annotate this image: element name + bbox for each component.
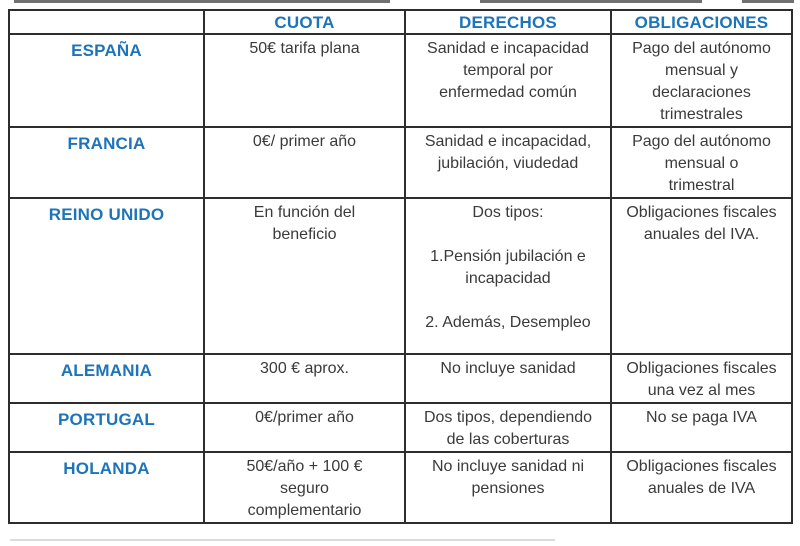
derechos-cell: Sanidad e incapacidad, jubilación, viude… (404, 126, 612, 199)
cuota-cell: 50€ tarifa plana (203, 33, 406, 128)
obligaciones-cell: Pago del autónomo mensual y declaracione… (610, 33, 793, 128)
cuota-cell: 0€/ primer año (203, 126, 406, 199)
header-empty (8, 9, 205, 35)
obligaciones-cell: Pago del autónomo mensual o trimestral (610, 126, 793, 199)
scan-smudge-artifact (10, 539, 555, 541)
cuota-cell: 300 € aprox. (203, 353, 406, 404)
derechos-cell: No incluye sanidad ni pensiones (404, 451, 612, 524)
table-row-portugal: PORTUGAL 0€/primer año Dos tipos, depend… (8, 402, 793, 453)
derechos-cell: No incluye sanidad (404, 353, 612, 404)
obligaciones-cell: No se paga IVA (610, 402, 793, 453)
country-comparison-table: CUOTA DERECHOS OBLIGACIONES ESPAÑA 50€ t… (8, 9, 793, 524)
country-label: HOLANDA (8, 451, 205, 524)
obligaciones-cell: Obligaciones fiscales anuales del IVA. (610, 197, 793, 355)
country-label: FRANCIA (8, 126, 205, 199)
cropped-content-artifact (480, 0, 702, 3)
country-label: PORTUGAL (8, 402, 205, 453)
country-label: REINO UNIDO (8, 197, 205, 355)
cuota-cell: En función del beneficio (203, 197, 406, 355)
derechos-cell: Dos tipos: 1.Pensión jubilación e incapa… (404, 197, 612, 355)
table-row-holanda: HOLANDA 50€/año + 100 € seguro complemen… (8, 451, 793, 524)
cuota-cell: 50€/año + 100 € seguro complementario (203, 451, 406, 524)
country-label: ALEMANIA (8, 353, 205, 404)
table-row-alemania: ALEMANIA 300 € aprox. No incluye sanidad… (8, 353, 793, 404)
header-obligaciones: OBLIGACIONES (610, 9, 793, 35)
cropped-content-artifact (742, 0, 794, 3)
table-row-espana: ESPAÑA 50€ tarifa plana Sanidad e incapa… (8, 33, 793, 128)
cuota-cell: 0€/primer año (203, 402, 406, 453)
obligaciones-cell: Obligaciones fiscales anuales de IVA (610, 451, 793, 524)
header-derechos: DERECHOS (404, 9, 612, 35)
country-label: ESPAÑA (8, 33, 205, 128)
derechos-cell: Dos tipos, dependiendo de las coberturas (404, 402, 612, 453)
cropped-content-artifact (14, 0, 390, 3)
derechos-cell: Sanidad e incapacidad temporal por enfer… (404, 33, 612, 128)
header-row: CUOTA DERECHOS OBLIGACIONES (8, 9, 793, 35)
table-row-reino-unido: REINO UNIDO En función del beneficio Dos… (8, 197, 793, 355)
obligaciones-cell: Obligaciones fiscales una vez al mes (610, 353, 793, 404)
header-cuota: CUOTA (203, 9, 406, 35)
table-row-francia: FRANCIA 0€/ primer año Sanidad e incapac… (8, 126, 793, 199)
